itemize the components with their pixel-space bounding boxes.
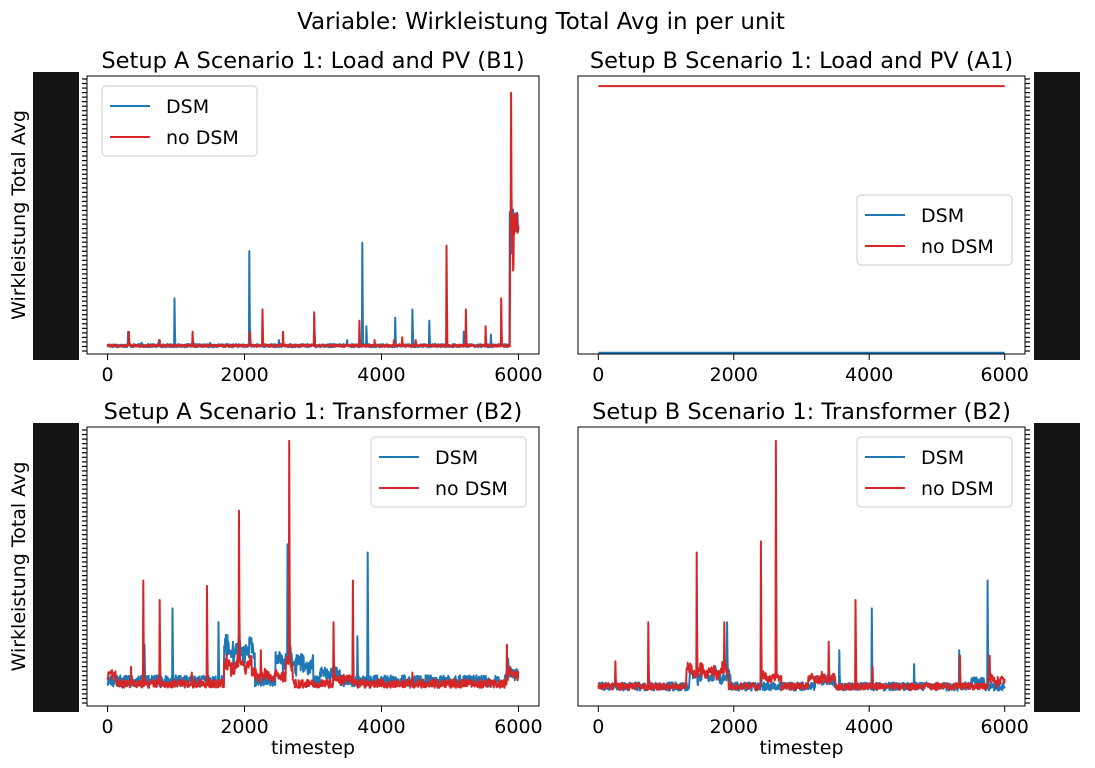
x-tick-label: 2000 [220, 364, 268, 386]
x-tick-label: 0 [101, 716, 113, 738]
series-line [107, 91, 520, 348]
x-axis-label: timestep [271, 737, 355, 759]
y-tick-labels-overlap [33, 423, 79, 712]
y-axis-label: Wirkleistung Total Avg [8, 462, 30, 672]
legend-frame [856, 436, 1013, 508]
y-tick-labels-overlap [1034, 72, 1080, 360]
legend-frame [370, 436, 527, 508]
x-tick-label: 4000 [845, 716, 893, 738]
panel-title: Setup B Scenario 1: Load and PV (A1) [590, 48, 1013, 74]
x-tick-label: 0 [101, 364, 113, 386]
legend-frame [101, 85, 258, 157]
panel: Setup B Scenario 1: Load and PV (A1) 0 200… [577, 48, 1080, 386]
legend-label: DSM [921, 205, 964, 227]
panel: Setup B Scenario 1: Transformer (B2) 0 200… [577, 399, 1080, 759]
legend: DSM no DSM [856, 436, 1013, 508]
legend-label: DSM [435, 447, 478, 469]
x-tick-label: 6000 [981, 716, 1029, 738]
series-line [597, 439, 1006, 691]
y-tick-labels-overlap [1034, 423, 1080, 712]
legend-label: no DSM [435, 478, 508, 500]
legend-label: no DSM [166, 127, 239, 149]
legend: DSM no DSM [856, 194, 1013, 266]
legend-label: no DSM [921, 236, 994, 258]
x-tick-label: 4000 [357, 716, 405, 738]
x-tick-label: 2000 [710, 364, 758, 386]
series-line [106, 439, 520, 689]
panel-title: Setup A Scenario 1: Transformer (B2) [104, 399, 523, 425]
legend: DSM no DSM [370, 436, 527, 508]
x-tick-label: 2000 [710, 716, 758, 738]
x-axis-label: timestep [759, 737, 843, 759]
x-tick-label: 4000 [357, 364, 405, 386]
figure-title: Variable: Wirkleistung Total Avg in per … [297, 9, 785, 35]
legend-label: no DSM [921, 478, 994, 500]
x-tick-label: 6000 [494, 364, 542, 386]
panel-title: Setup B Scenario 1: Transformer (B2) [592, 399, 1011, 425]
panel: Setup A Scenario 1: Load and PV (B1) 0 200… [8, 48, 543, 386]
x-tick-label: 0 [592, 364, 604, 386]
x-tick-label: 6000 [981, 364, 1029, 386]
x-tick-label: 0 [592, 716, 604, 738]
y-axis-label: Wirkleistung Total Avg [8, 110, 30, 320]
panel: Setup A Scenario 1: Transformer (B2) 0 200… [8, 399, 543, 759]
legend: DSM no DSM [101, 85, 258, 157]
legend-label: DSM [166, 96, 209, 118]
x-tick-label: 4000 [845, 364, 893, 386]
legend-frame [856, 194, 1013, 266]
y-tick-labels-overlap [33, 72, 79, 360]
x-tick-label: 2000 [220, 716, 268, 738]
x-tick-label: 6000 [494, 716, 542, 738]
legend-label: DSM [921, 447, 964, 469]
panel-title: Setup A Scenario 1: Load and PV (B1) [101, 48, 524, 74]
